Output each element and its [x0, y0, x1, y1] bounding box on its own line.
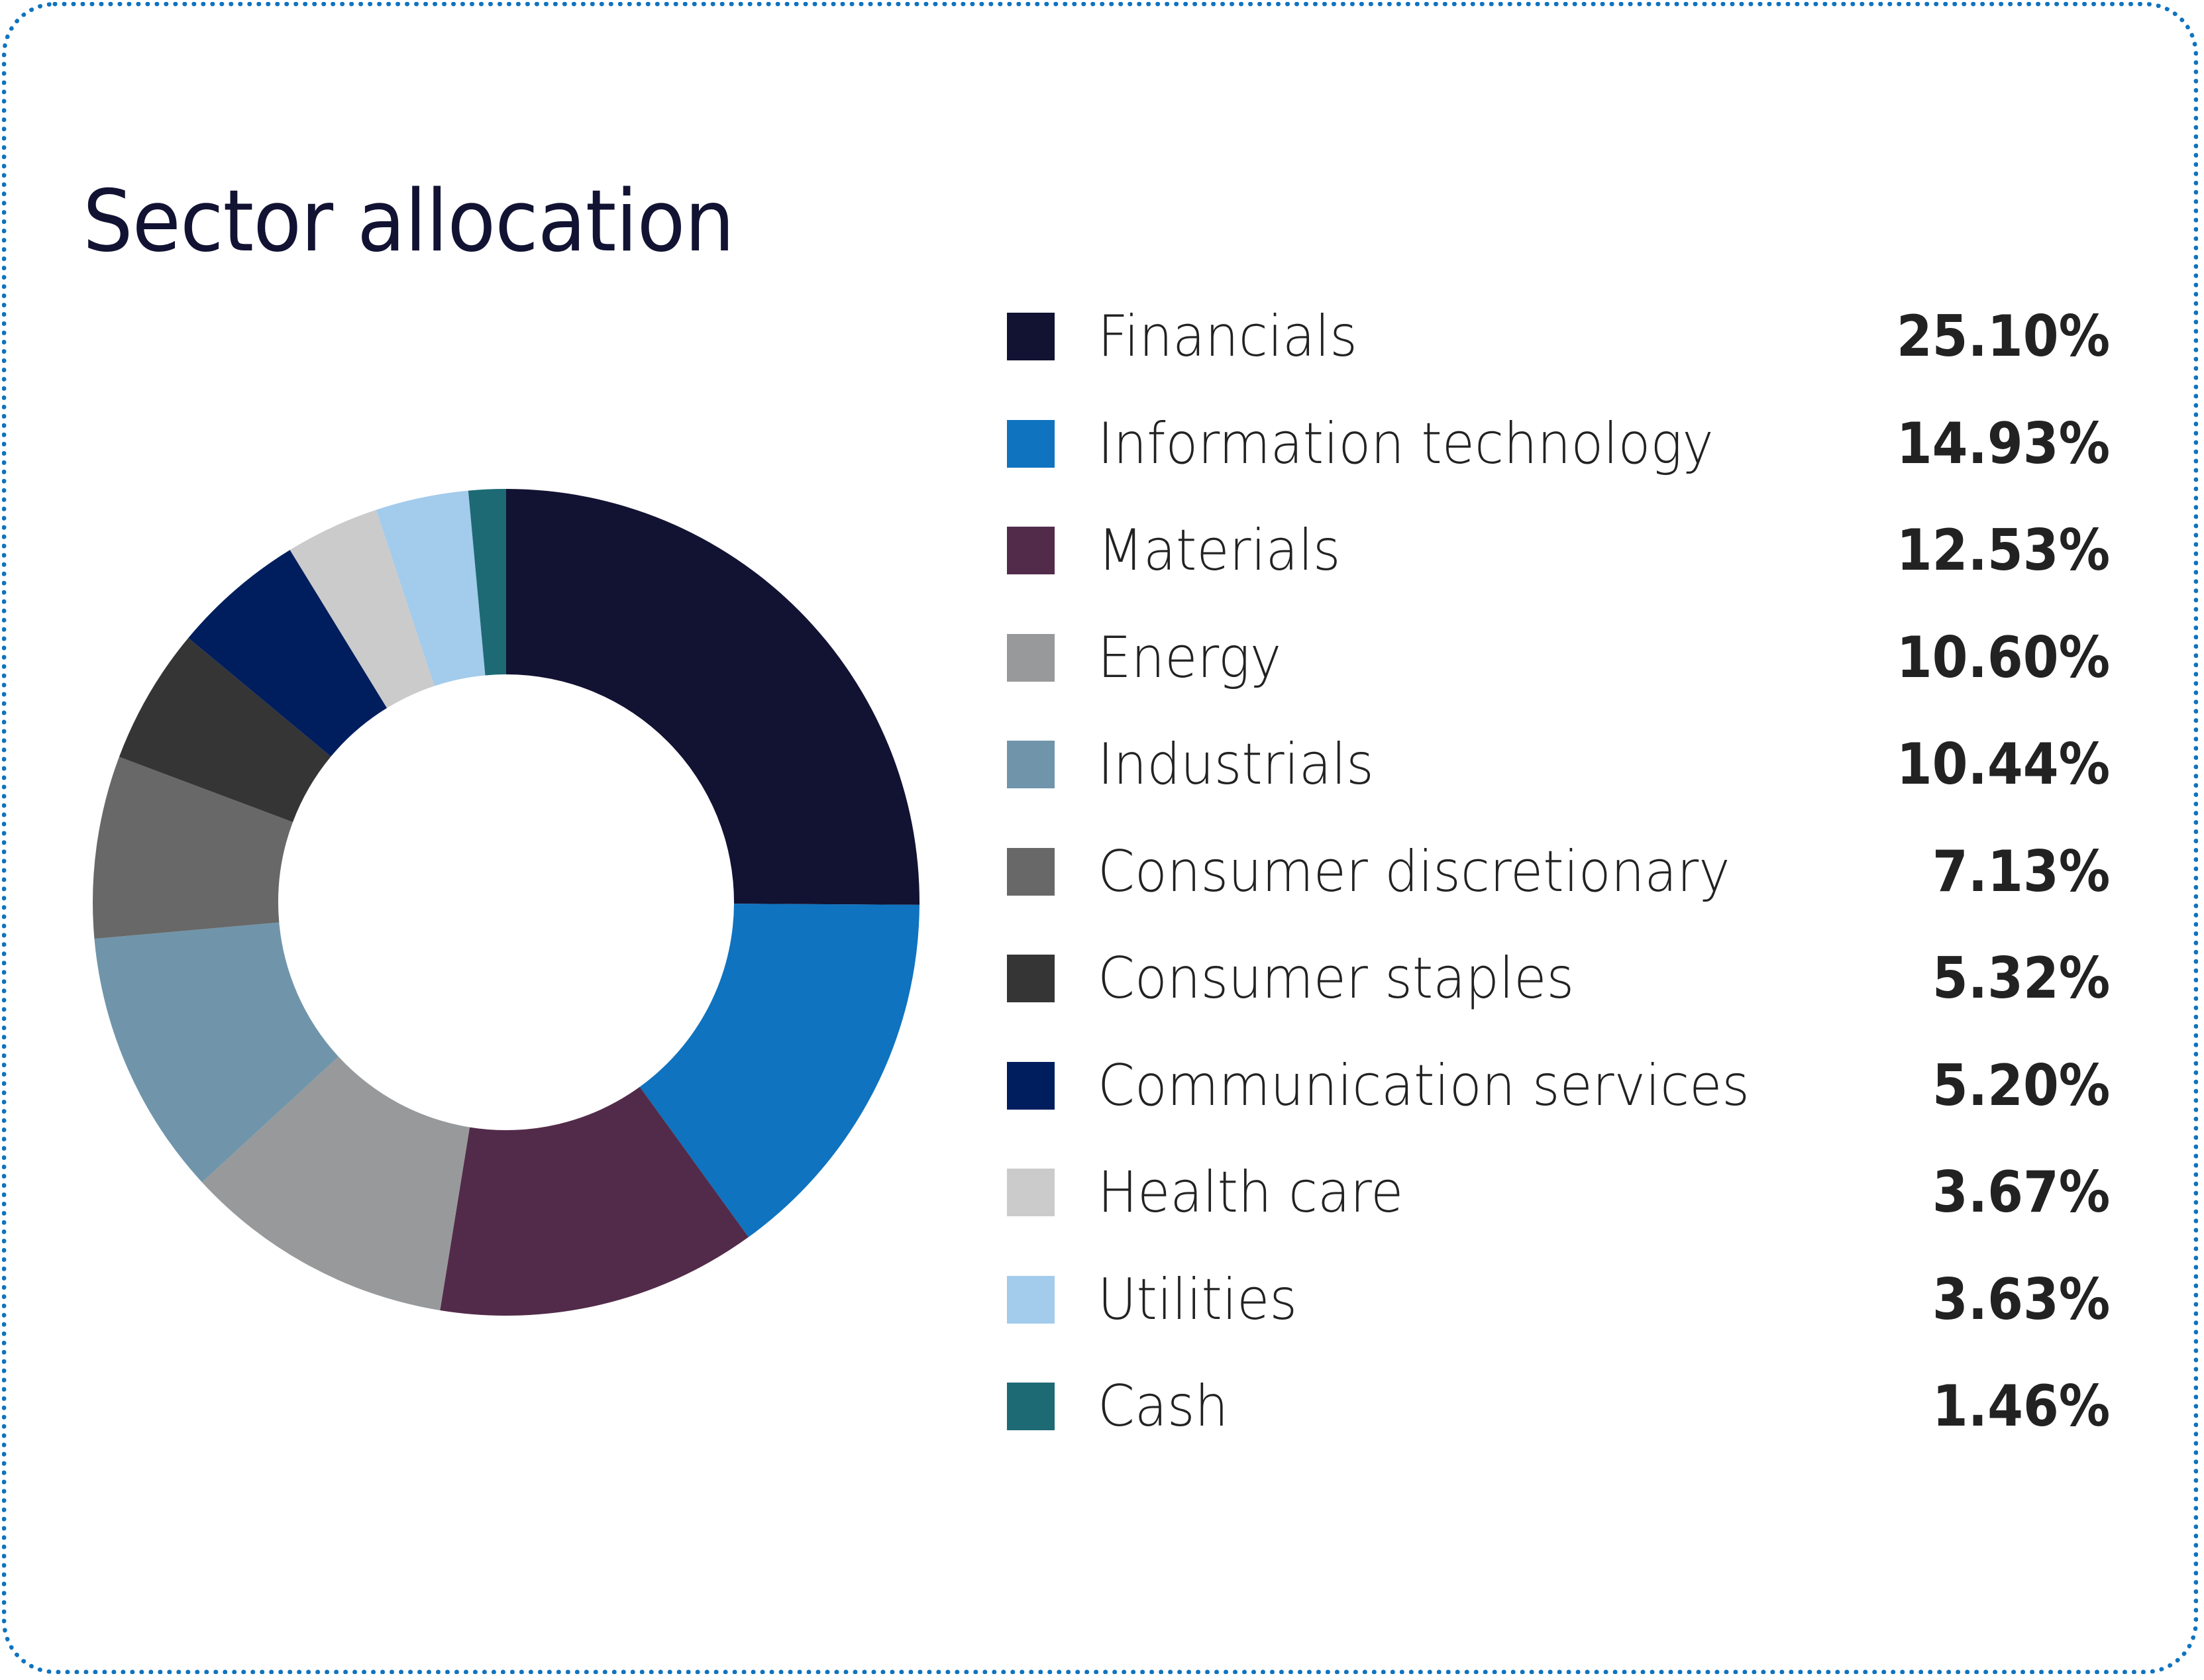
legend-item: Industrials 10.44% [1007, 711, 2110, 819]
legend-value: 12.53% [1896, 517, 2110, 584]
legend-value: 1.46% [1932, 1373, 2110, 1440]
donut-slice-information-technology [639, 904, 919, 1237]
legend-value: 5.20% [1932, 1052, 2110, 1119]
legend-swatch-icon [1007, 955, 1055, 1002]
legend-label: Cash [1098, 1373, 1229, 1440]
legend-swatch-icon [1007, 633, 1055, 682]
legend-item: Information technology 14.93% [1007, 391, 2110, 498]
legend-item: Health care 3.67% [1007, 1139, 2110, 1247]
donut-slice-communication-services [188, 550, 388, 757]
legend-label: Utilities [1098, 1266, 1298, 1333]
legend-value: 10.44% [1896, 731, 2110, 798]
legend-swatch-icon [1007, 1383, 1055, 1430]
legend-item: Consumer staples 5.32% [1007, 925, 2110, 1033]
legend-swatch-icon [1007, 1169, 1055, 1216]
donut-slice-consumer-staples [119, 637, 331, 822]
legend-label: Materials [1098, 517, 1341, 584]
legend-label: Financials [1098, 303, 1357, 370]
legend-swatch-icon [1007, 741, 1055, 788]
legend-item: Cash 1.46% [1007, 1353, 2110, 1461]
legend-item: Communication services 5.20% [1007, 1033, 2110, 1140]
legend: Financials 25.10% Information technology 14… [1007, 284, 2110, 1461]
legend-label: Health care [1098, 1159, 1404, 1226]
donut-slice-utilities [376, 490, 486, 686]
legend-item: Materials 12.53% [1007, 498, 2110, 605]
legend-label: Information technology [1098, 410, 1714, 477]
legend-item: Consumer discretionary 7.13% [1007, 819, 2110, 926]
donut-slice-energy [202, 1057, 470, 1310]
legend-swatch-icon [1007, 313, 1055, 360]
legend-value: 7.13% [1932, 838, 2110, 905]
legend-label: Industrials [1098, 731, 1374, 798]
legend-swatch-icon [1007, 419, 1055, 468]
legend-value: 5.32% [1932, 945, 2110, 1012]
legend-swatch-icon [1007, 527, 1055, 574]
legend-value: 3.63% [1932, 1266, 2110, 1333]
donut-slice-cash [468, 489, 506, 676]
legend-value: 14.93% [1896, 410, 2110, 477]
legend-item: Financials 25.10% [1007, 284, 2110, 391]
legend-swatch-icon [1007, 1275, 1055, 1324]
legend-swatch-icon [1007, 1061, 1055, 1110]
legend-label: Consumer staples [1098, 945, 1575, 1012]
legend-item: Energy 10.60% [1007, 605, 2110, 712]
donut-slice-consumer-discretionary [93, 757, 293, 939]
donut-slice-financials [506, 489, 919, 905]
legend-swatch-icon [1007, 847, 1055, 896]
chart-title: Sector allocation [83, 172, 735, 271]
legend-value: 25.10% [1896, 303, 2110, 370]
legend-label: Consumer discretionary [1098, 838, 1730, 905]
legend-value: 10.60% [1896, 624, 2110, 691]
donut-slice-health-care [289, 509, 435, 708]
legend-item: Utilities 3.63% [1007, 1247, 2110, 1354]
legend-label: Energy [1098, 624, 1282, 691]
donut-slice-materials [440, 1086, 749, 1316]
legend-value: 3.67% [1932, 1159, 2110, 1226]
donut-chart [93, 489, 919, 1316]
legend-label: Communication services [1098, 1052, 1750, 1119]
donut-slice-industrials [94, 922, 339, 1182]
